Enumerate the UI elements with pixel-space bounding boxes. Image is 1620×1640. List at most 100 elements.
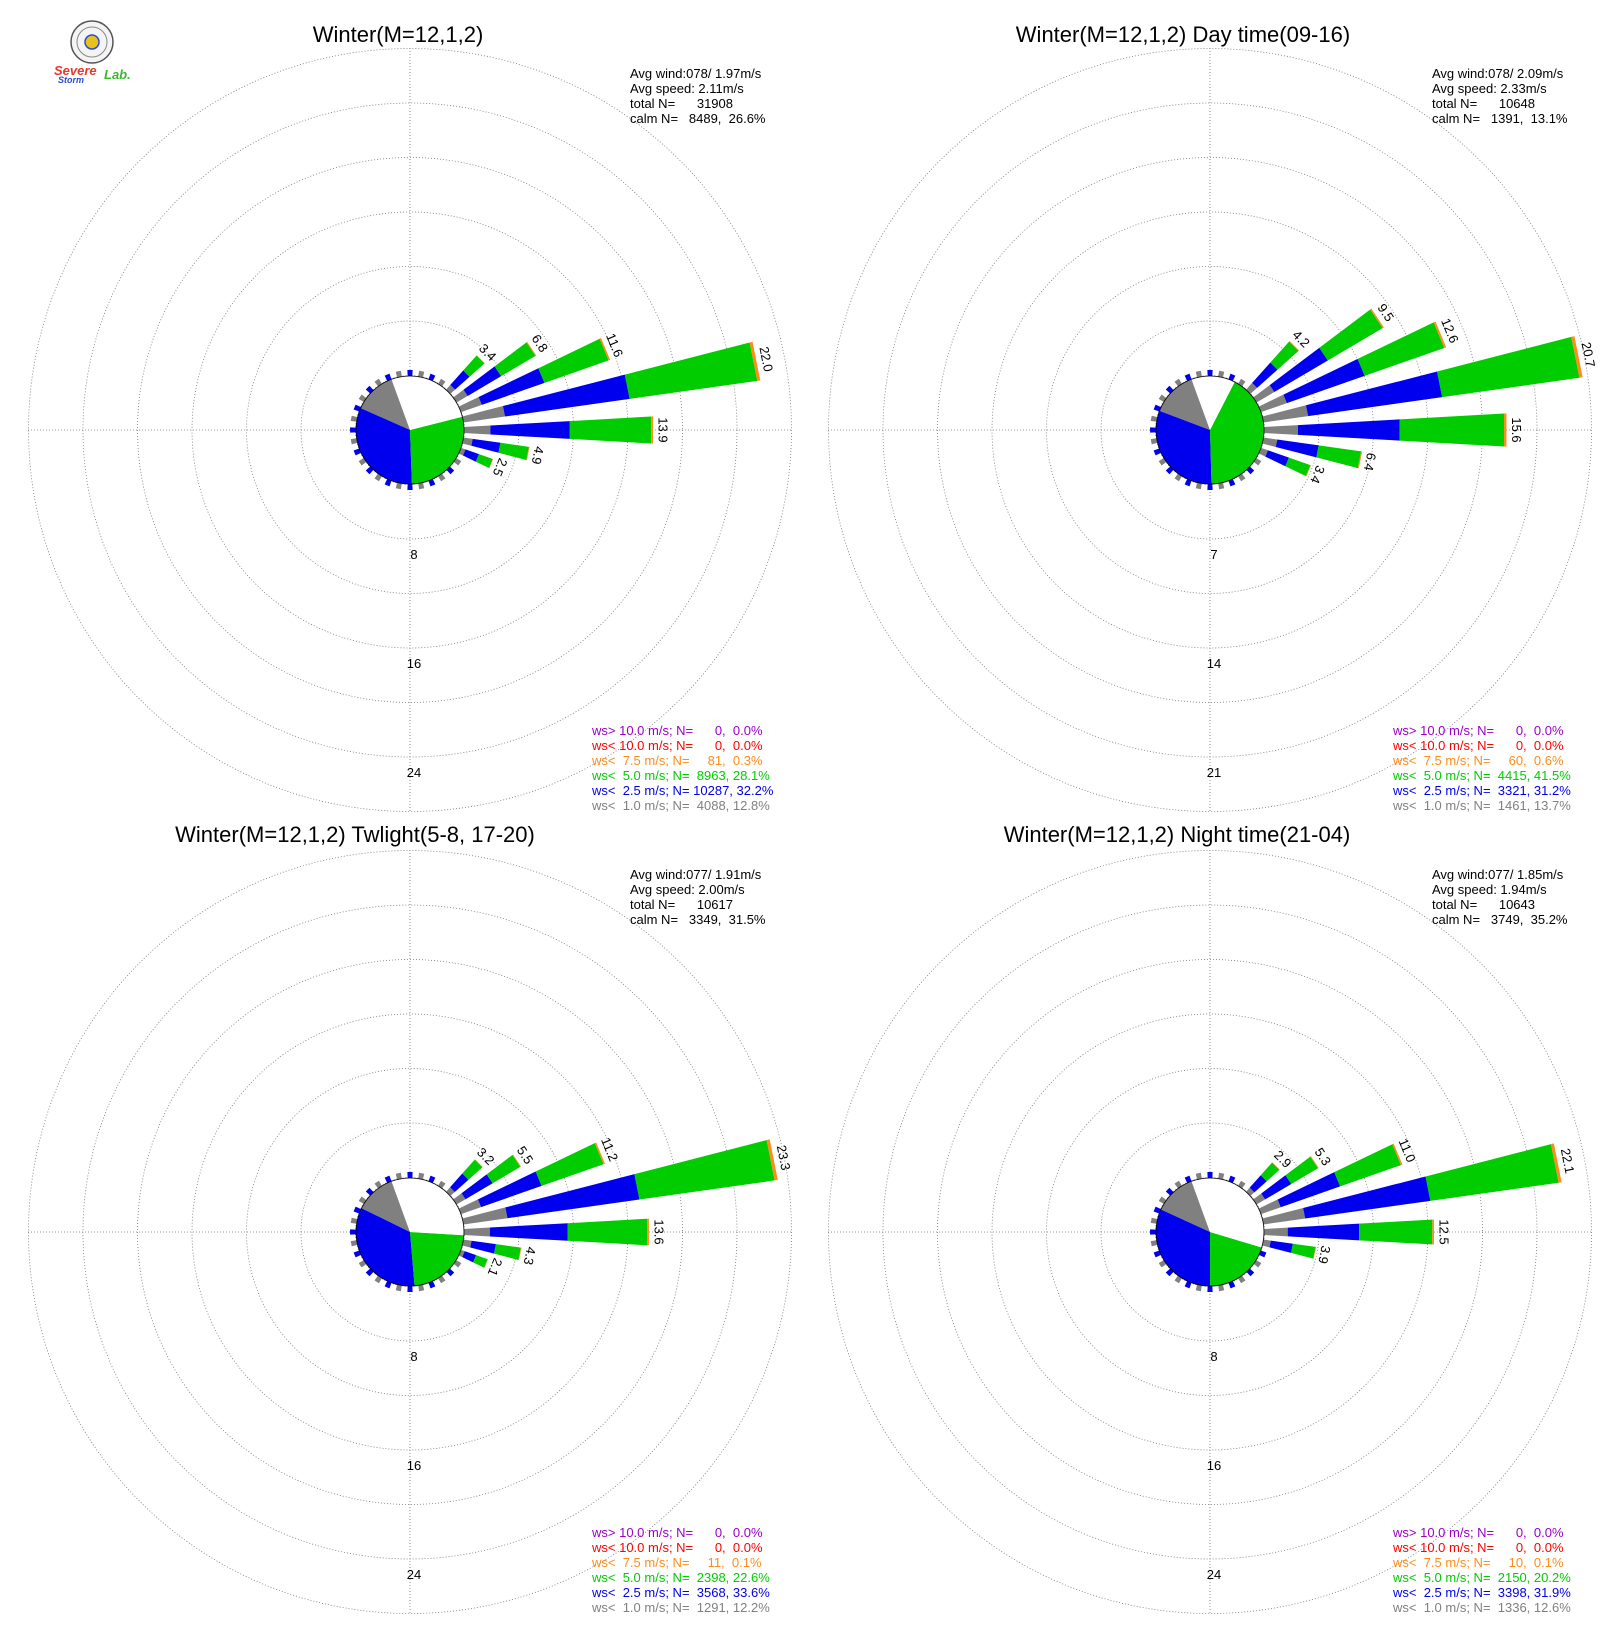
- grid-ring: [882, 904, 1538, 1560]
- grid-ring: [28, 850, 792, 1614]
- bar-value-label: 22.0: [756, 345, 776, 373]
- stat-line: calm N= 3749, 35.2%: [1432, 912, 1568, 927]
- minor-direction-tick: [1238, 1180, 1246, 1189]
- pie-outline: [355, 1177, 465, 1287]
- minor-direction-tick: [350, 1217, 358, 1224]
- logo-word-severe: Severe: [54, 63, 97, 78]
- stat-line: Avg speed: 2.00m/s: [630, 882, 745, 897]
- minor-direction-tick: [438, 1180, 446, 1189]
- windrose-bar-segment: [518, 1247, 522, 1261]
- windrose-bar-segment: [535, 1143, 604, 1186]
- windrose-bar-segment: [477, 1171, 542, 1208]
- pie-slice: [1210, 1232, 1262, 1286]
- windrose-bar-segment: [1289, 340, 1300, 351]
- grid-ring: [82, 904, 738, 1560]
- minor-direction-tick: [428, 1280, 436, 1289]
- pie-slice: [1210, 381, 1264, 484]
- windrose-bar-segment: [1262, 1239, 1271, 1248]
- legend-entry: ws< 2.5 m/s; N= 3398, 31.9%: [1392, 1585, 1571, 1600]
- bar-value-label: 23.3: [774, 1144, 794, 1172]
- windrose-bar-segment: [474, 1159, 483, 1168]
- minor-direction-tick: [350, 438, 358, 445]
- windrose-bar-segment: [569, 416, 652, 444]
- windrose-bar-segment: [1261, 1175, 1292, 1200]
- logo: Severe Storm Lab.: [54, 20, 131, 85]
- windrose-bar-segment: [1275, 439, 1319, 458]
- windrose-bar-segment: [1291, 1243, 1316, 1259]
- windrose-bar-segment: [471, 438, 501, 453]
- windrose-bar-segment: [1262, 405, 1309, 423]
- windrose-bar-segment: [1258, 1199, 1281, 1215]
- minor-direction-tick: [1174, 473, 1182, 482]
- windrose-bar-segment: [453, 389, 468, 403]
- minor-direction-tick: [1153, 404, 1162, 412]
- minor-direction-tick: [1174, 1180, 1182, 1189]
- minor-direction-tick: [1195, 482, 1202, 490]
- minor-direction-tick: [353, 1206, 362, 1214]
- windrose-bar-segment: [458, 1249, 465, 1258]
- minor-direction-tick: [1253, 458, 1262, 466]
- minor-direction-tick: [1207, 1172, 1213, 1179]
- minor-direction-tick: [428, 478, 436, 487]
- windrose-bar-segment: [1437, 336, 1580, 398]
- minor-direction-tick: [1174, 1275, 1182, 1284]
- windrose-bar-segment: [473, 1255, 488, 1268]
- legend-entry: ws> 10.0 m/s; N= 0, 0.0%: [1392, 723, 1564, 738]
- bar-value-label: 22.1: [1558, 1147, 1578, 1175]
- minor-direction-tick: [374, 378, 382, 387]
- ring-label: 7: [1210, 547, 1217, 562]
- minor-direction-tick: [453, 458, 462, 466]
- windrose-bar-segment: [450, 370, 470, 390]
- minor-direction-tick: [395, 370, 402, 378]
- windrose-bar-segment: [1504, 413, 1507, 447]
- minor-direction-tick: [1228, 373, 1236, 382]
- windrose-bar-segment: [1269, 1240, 1293, 1253]
- pie-slice: [391, 376, 463, 430]
- minor-direction-tick: [1153, 1250, 1162, 1258]
- minor-direction-tick: [1153, 448, 1162, 456]
- pie-slice: [361, 1181, 410, 1232]
- minor-direction-tick: [1158, 1196, 1167, 1204]
- legend-entry: ws> 10.0 m/s; N= 0, 0.0%: [591, 1525, 763, 1540]
- minor-direction-tick: [350, 1229, 357, 1235]
- windrose-bar-segment: [1550, 1143, 1562, 1183]
- minor-direction-tick: [428, 1175, 436, 1184]
- legend-entry: ws< 1.0 m/s; N= 4088, 12.8%: [591, 798, 770, 813]
- minor-direction-tick: [384, 373, 392, 382]
- windrose-bar-segment: [489, 458, 494, 469]
- legend-entry: ws< 7.5 m/s; N= 10, 0.1%: [1392, 1555, 1564, 1570]
- grid-ring: [828, 48, 1592, 812]
- windrose-bar-segment: [462, 449, 479, 462]
- windrose-bar-segment: [1252, 362, 1278, 388]
- minor-direction-tick: [395, 482, 402, 490]
- windrose-bar-segment: [1316, 445, 1362, 469]
- minor-direction-tick: [453, 1260, 462, 1268]
- minor-direction-tick: [353, 1250, 362, 1258]
- minor-direction-tick: [407, 1172, 413, 1179]
- stat-line: Avg wind:078/ 2.09m/s: [1432, 66, 1564, 81]
- windrose-bar-segment: [494, 1244, 521, 1260]
- minor-direction-tick: [1153, 1206, 1162, 1214]
- windrose-bar-segment: [505, 1174, 640, 1219]
- minor-direction-tick: [1238, 473, 1246, 482]
- minor-direction-tick: [358, 1260, 367, 1268]
- bar-value-label: 2.5: [490, 456, 511, 478]
- minor-direction-tick: [1184, 373, 1192, 382]
- windrose-bar-segment: [1334, 1144, 1402, 1187]
- stat-line: total N= 10617: [630, 897, 733, 912]
- minor-direction-tick: [374, 1275, 382, 1284]
- windrose-bar-segment: [1263, 1227, 1288, 1237]
- panel-title: Winter(M=12,1,2) Night time(21-04): [1004, 822, 1351, 847]
- minor-direction-tick: [1228, 1175, 1236, 1184]
- bar-value-label: 3.4: [1307, 463, 1328, 485]
- windrose-bar-segment: [478, 368, 545, 405]
- pie-slice: [1156, 1209, 1211, 1286]
- ring-label: 24: [407, 765, 421, 780]
- minor-direction-tick: [1228, 1280, 1236, 1289]
- windrose-bar-segment: [498, 442, 529, 460]
- legend-entry: ws> 10.0 m/s; N= 0, 0.0%: [591, 723, 763, 738]
- legend-entry: ws< 10.0 m/s; N= 0, 0.0%: [591, 1540, 763, 1555]
- minor-direction-tick: [1158, 458, 1167, 466]
- windrose-bar-segment: [1249, 1175, 1267, 1193]
